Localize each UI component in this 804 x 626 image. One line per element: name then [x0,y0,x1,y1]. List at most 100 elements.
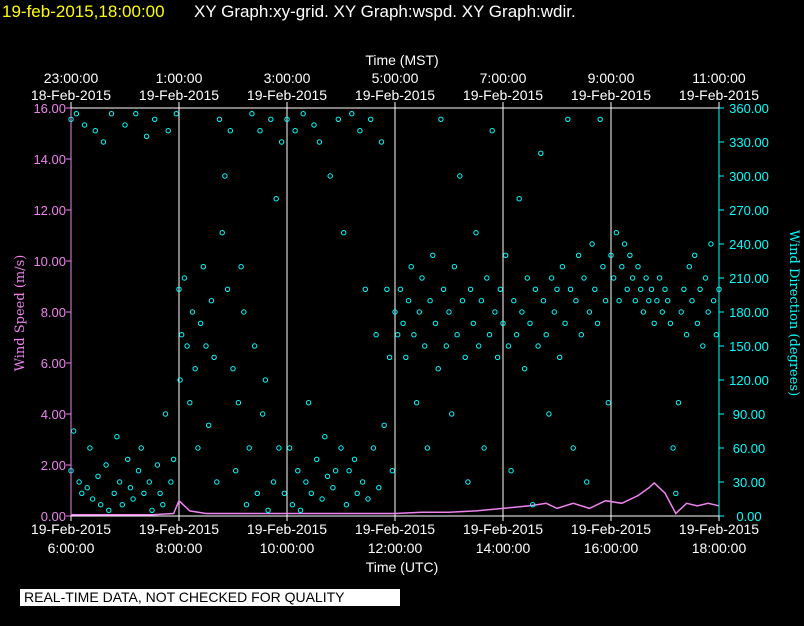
wind-direction-point [257,128,263,134]
wind-direction-point [694,320,701,326]
wind-direction-point [189,309,196,315]
wind-direction-point [319,496,325,502]
left-tick-label: 4.00 [41,407,66,422]
wind-direction-point [643,275,649,281]
right-tick-label: 30.00 [733,475,766,490]
wind-direction-point [492,309,498,315]
wind-direction-point [673,490,679,496]
wind-direction-point [554,286,560,292]
wind-direction-point [449,411,455,417]
wind-direction-point [162,411,169,417]
wind-speed-line [71,481,720,516]
wind-direction-point [503,252,509,259]
wind-direction-point [222,173,228,179]
wind-direction-point [284,116,290,123]
wind-direction-point [521,366,528,372]
wind-direction-point [141,490,147,496]
wind-direction-point [713,332,719,338]
wind-direction-point [486,332,493,338]
wind-direction-point [343,502,350,508]
wind-direction-point [122,122,128,128]
wind-direction-point [173,111,180,117]
wind-direction-point [98,502,104,508]
top-tick-date: 19-Feb-2015 [571,87,651,103]
left-tick-label: 16.00 [33,101,66,116]
left-tick-label: 12.00 [33,203,66,218]
wind-direction-point [305,400,312,406]
wind-direction-point [103,462,109,468]
left-tick-label: 10.00 [33,254,66,269]
wind-direction-point [438,116,444,123]
wind-direction-point [710,298,717,304]
right-tick-label: 150.00 [729,339,769,354]
bottom-tick-date: 19-Feb-2015 [247,521,327,537]
wind-direction-point [341,230,347,236]
wind-direction-point [200,264,207,270]
wind-direction-point [519,309,525,315]
top-axis-ticks: 23:00:0018-Feb-20151:00:0019-Feb-20153:0… [31,70,759,108]
right-tick-label: 330.00 [729,135,769,150]
wind-direction-point [654,298,660,304]
bottom-tick-time: 10:00:00 [260,540,315,556]
wind-direction-point [278,139,285,145]
wind-direction-point [365,496,371,502]
wind-direction-point [597,116,603,123]
wind-direction-point [335,116,341,123]
top-axis-label: Time (MST) [365,52,438,68]
wind-direction-point [570,445,576,451]
wind-direction-point [427,298,433,304]
wind-direction-point [651,320,657,326]
wind-direction-point [149,507,155,513]
wind-direction-point [157,490,163,496]
wind-direction-point [413,400,420,406]
wind-direction-point [489,128,495,134]
wind-direction-point [708,241,714,247]
wind-direction-point [635,264,641,270]
wind-direction-point [670,445,676,451]
wind-direction-point [376,485,382,491]
wind-direction-point [557,354,563,360]
wind-direction-point [260,411,266,417]
wind-direction-point [665,298,671,304]
wind-direction-point [127,485,134,491]
wind-direction-point [559,264,566,270]
wind-direction-point [276,445,282,451]
wind-direction-point [562,320,568,326]
wind-direction-point [251,343,258,349]
wind-direction-point [600,264,606,270]
top-tick-date: 19-Feb-2015 [679,87,759,103]
wind-direction-point [243,502,250,508]
wind-direction-point [165,128,171,134]
wind-direction-point [638,286,644,292]
wind-direction-point [386,354,393,360]
wind-direction-point [675,400,682,406]
top-tick-time: 11:00:00 [692,70,746,86]
wind-direction-point [397,286,404,292]
wind-direction-point [667,320,674,326]
right-axis-ticks: 0.00 30.00 60.00 90.00 120.00 150.00 180.00 210… [719,101,769,524]
wind-direction-point [249,111,255,117]
wind-direction-point [87,445,93,451]
wind-direction-point [143,133,150,140]
wind-direction-point [206,422,212,428]
left-tick-label: 6.00 [41,356,66,371]
wind-direction-point [168,479,174,485]
wind-direction-point [187,400,193,406]
wind-direction-point [384,286,390,292]
bottom-tick-date: 19-Feb-2015 [571,521,651,537]
wind-direction-point [616,298,622,304]
wind-direction-point [435,366,441,372]
wind-direction-point [457,173,463,179]
wind-direction-point [470,320,476,326]
wind-direction-point [619,264,625,270]
wind-direction-point [314,456,320,462]
wind-direction-point [79,490,85,496]
wind-direction-point [692,252,698,259]
wind-direction-point [584,479,590,485]
wind-direction-point [700,343,706,349]
right-tick-label: 270.00 [729,203,769,218]
top-tick-time: 1:00:00 [156,70,203,86]
wind-direction-point [297,507,304,513]
wind-direction-point [594,320,601,326]
wind-direction-point [373,332,379,338]
